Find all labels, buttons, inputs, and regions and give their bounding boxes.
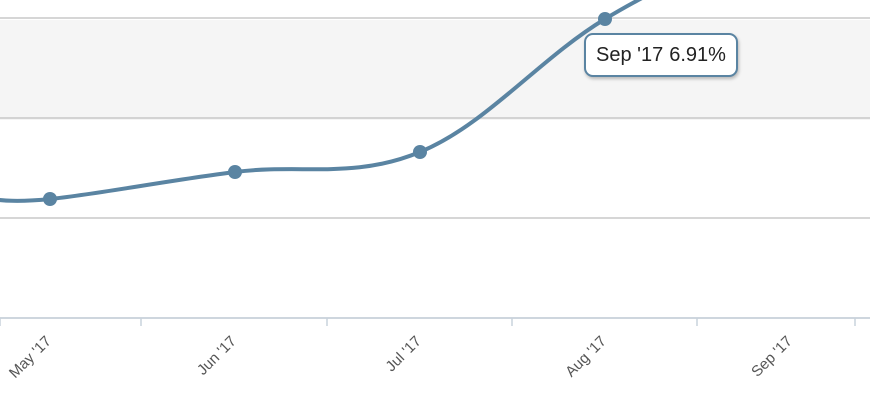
x-tick-label: Sep '17	[748, 333, 796, 381]
x-tick-label: Jul '17	[382, 333, 424, 375]
data-point[interactable]	[228, 165, 242, 179]
x-tick-label: Aug '17	[562, 333, 610, 381]
x-axis-ticks	[0, 318, 856, 326]
x-tick-label: May '17	[6, 333, 55, 382]
tooltip-value: 6.91%	[669, 43, 726, 66]
data-point[interactable]	[413, 145, 427, 159]
plot-band-highlight	[0, 20, 870, 120]
data-points	[43, 12, 612, 206]
data-point[interactable]	[598, 12, 612, 26]
tooltip-category: Sep '17	[596, 43, 664, 66]
tooltip: Sep '17 6.91%	[584, 33, 738, 77]
x-tick-label: Jun '17	[194, 333, 240, 379]
x-axis-labels: May '17 Jun '17 Jul '17 Aug '17 Sep '17	[6, 333, 796, 382]
series-line	[0, 0, 643, 203]
data-point[interactable]	[43, 192, 57, 206]
